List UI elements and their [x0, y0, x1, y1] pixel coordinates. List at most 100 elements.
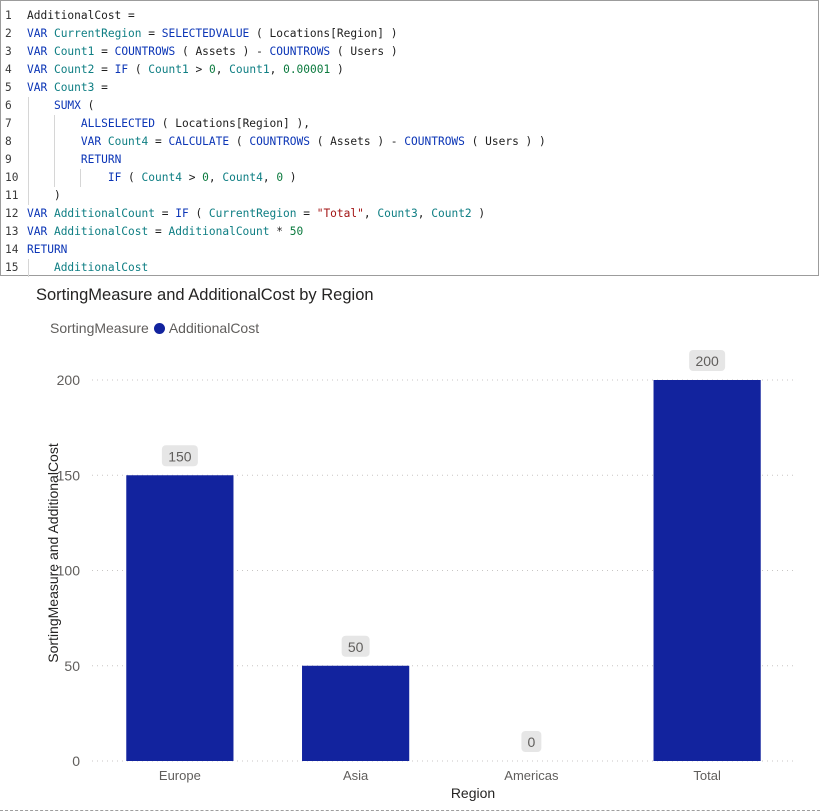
- bar: [302, 665, 410, 761]
- code-token: ) -: [370, 135, 405, 148]
- indent-guide: [80, 169, 81, 187]
- code-token: Count1: [148, 63, 189, 76]
- code-token: VAR: [27, 27, 54, 40]
- code-token: (: [80, 99, 95, 112]
- data-label-background: [161, 445, 198, 467]
- code-text: VAR AdditionalCost = AdditionalCount * 5…: [27, 223, 303, 241]
- code-line[interactable]: 10 IF ( Count4 > 0, Count4, 0 ): [1, 169, 816, 187]
- code-token: ) -: [235, 45, 270, 58]
- code-text: ALLSELECTED ( Locations[Region] ),: [27, 115, 310, 133]
- code-token: Count1: [53, 45, 95, 58]
- code-token: ,: [262, 171, 277, 184]
- line-number: 7: [5, 117, 12, 130]
- code-token: CurrentRegion: [208, 207, 297, 220]
- code-token: AdditionalCost: [53, 225, 149, 238]
- code-token: 0: [202, 171, 209, 184]
- x-tick-label: Europe: [159, 768, 201, 783]
- code-text: ): [27, 187, 61, 205]
- code-token: "Total": [316, 207, 364, 220]
- code-token: IF: [175, 207, 189, 220]
- code-token: Users: [485, 135, 519, 148]
- line-number: 15: [5, 261, 19, 274]
- code-token: =: [94, 63, 115, 76]
- code-line[interactable]: 4 VAR Count2 = IF ( Count1 > 0, Count1, 0…: [1, 61, 816, 79]
- code-line[interactable]: 11 ): [1, 187, 816, 205]
- line-number: 6: [5, 99, 12, 112]
- code-line[interactable]: 12 VAR AdditionalCount = IF ( CurrentRegi…: [1, 205, 816, 223]
- code-token: AdditionalCount: [168, 225, 270, 238]
- data-label: 150: [168, 448, 192, 464]
- code-line[interactable]: 2 VAR CurrentRegion = SELECTEDVALUE ( Loc…: [1, 25, 816, 43]
- code-token: [27, 261, 54, 274]
- chart-title: SortingMeasure and AdditionalCost by Reg…: [36, 286, 374, 304]
- x-axis-title: Region: [450, 785, 496, 801]
- code-token: (: [188, 207, 209, 220]
- code-text: SUMX (: [27, 97, 94, 115]
- code-token: ): [384, 45, 398, 58]
- code-token: (: [309, 135, 331, 148]
- code-token: [27, 189, 54, 202]
- code-line[interactable]: 7 ALLSELECTED ( Locations[Region] ),: [1, 115, 816, 133]
- bar-chart-visual[interactable]: SortingMeasure and AdditionalCost by Reg…: [0, 278, 820, 811]
- code-token: Count3: [377, 207, 418, 220]
- code-line[interactable]: 6 SUMX (: [1, 97, 816, 115]
- code-token: Count1: [229, 63, 270, 76]
- code-token: Users: [350, 45, 385, 58]
- legend-label-sortingmeasure[interactable]: SortingMeasure: [50, 320, 149, 336]
- code-token: ),: [289, 117, 310, 130]
- line-number: 12: [5, 207, 19, 220]
- code-line[interactable]: 14 RETURN: [1, 241, 816, 259]
- code-token: COUNTROWS: [114, 45, 176, 58]
- code-token: [27, 171, 108, 184]
- code-text: VAR Count2 = IF ( Count1 > 0, Count1, 0.…: [27, 61, 344, 79]
- code-token: AdditionalCost: [53, 261, 149, 274]
- chart-legend: SortingMeasure AdditionalCost: [50, 320, 259, 336]
- x-tick-label: Americas: [504, 768, 559, 783]
- code-token: 0: [208, 63, 216, 76]
- line-number: 10: [5, 171, 19, 184]
- code-token: Count2: [431, 207, 472, 220]
- code-token: Locations: [269, 27, 331, 40]
- code-token: (: [249, 27, 270, 40]
- code-token: VAR: [27, 45, 54, 58]
- code-token: =: [155, 207, 176, 220]
- code-token: VAR: [27, 63, 54, 76]
- y-tick-label: 50: [64, 658, 80, 674]
- code-token: (: [229, 135, 250, 148]
- code-line[interactable]: 8 VAR Count4 = CALCULATE ( COUNTROWS ( A…: [1, 133, 816, 151]
- code-line[interactable]: 9 RETURN: [1, 151, 816, 169]
- code-token: ): [53, 189, 61, 202]
- line-number: 4: [5, 63, 12, 76]
- code-text: RETURN: [27, 151, 121, 169]
- data-label: 200: [695, 353, 719, 369]
- code-line[interactable]: 13 VAR AdditionalCost = AdditionalCount *…: [1, 223, 816, 241]
- code-line[interactable]: 3 VAR Count1 = COUNTROWS ( Assets ) - COU…: [1, 43, 816, 61]
- code-editor[interactable]: 1 AdditionalCost = 2 VAR CurrentRegion = SE…: [0, 0, 819, 277]
- code-text: AdditionalCost =: [27, 7, 135, 25]
- code-token: VAR: [27, 207, 54, 220]
- code-token: Count3: [53, 81, 95, 94]
- y-tick-label: 200: [57, 372, 81, 388]
- y-tick-label: 150: [57, 467, 81, 483]
- data-label-background: [341, 635, 370, 657]
- code-token: Count4: [107, 135, 149, 148]
- code-token: 0.00001: [283, 63, 331, 76]
- indent-guide: [28, 97, 29, 205]
- line-number: 8: [5, 135, 12, 148]
- code-text: VAR Count4 = CALCULATE ( COUNTROWS ( Ass…: [27, 133, 546, 151]
- code-line[interactable]: 5 VAR Count3 =: [1, 79, 816, 97]
- code-token: ,: [269, 63, 284, 76]
- code-line[interactable]: 1 AdditionalCost =: [1, 7, 816, 25]
- code-token: [27, 99, 54, 112]
- line-number: 2: [5, 27, 12, 40]
- code-token: =: [148, 135, 169, 148]
- code-token: Locations: [175, 117, 236, 130]
- bar: [653, 380, 761, 761]
- code-token: ): [330, 63, 344, 76]
- code-token: Assets: [330, 135, 371, 148]
- code-token: =: [148, 225, 169, 238]
- legend-label-additionalcost[interactable]: AdditionalCost: [168, 320, 260, 336]
- data-label-background: [689, 350, 726, 371]
- code-line[interactable]: 15 AdditionalCost: [1, 259, 816, 277]
- code-token: COUNTROWS: [249, 135, 310, 148]
